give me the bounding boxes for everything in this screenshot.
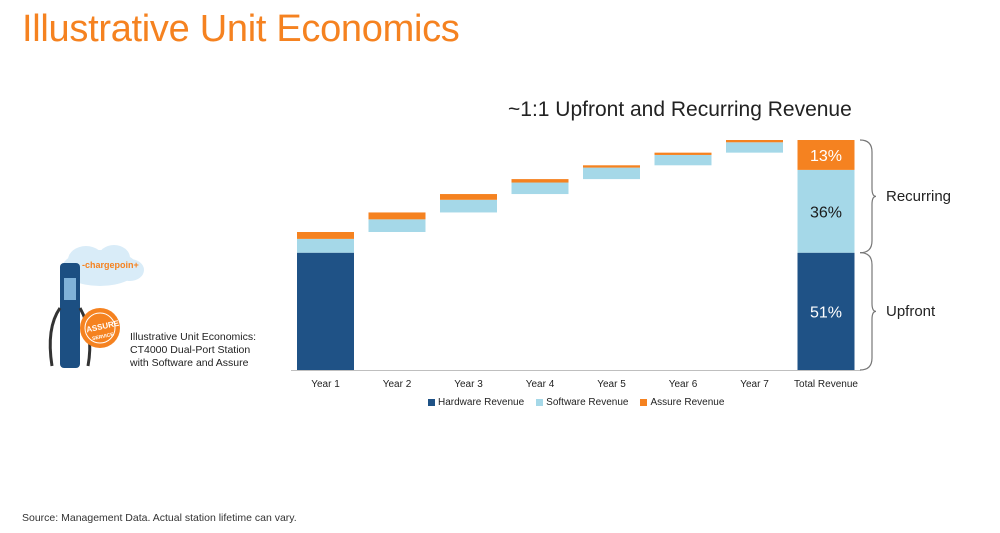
caption-line-3: with Software and Assure [130, 357, 249, 369]
bar-year-2-software [368, 219, 426, 232]
x-tick-label: Year 1 [311, 379, 340, 390]
x-tick-label: Year 6 [669, 379, 698, 390]
bar-year-6-software [654, 154, 712, 166]
bar-year-1-assure [297, 232, 354, 239]
legend-item-software: Software Revenue [536, 397, 628, 408]
page-title: Illustrative Unit Economics [22, 8, 460, 50]
legend-swatch-assure [640, 399, 648, 406]
station-caption: Illustrative Unit Economics: CT4000 Dual… [130, 331, 280, 370]
legend-label-software: Software Revenue [546, 397, 629, 408]
data-label-total-software: 36% [810, 204, 842, 221]
legend-label-hardware: Hardware Revenue [438, 397, 525, 408]
bar-year-4-assure [511, 179, 569, 183]
legend-label-assure: Assure Revenue [650, 397, 725, 408]
bar-year-1-software [297, 238, 354, 253]
upfront-label: Upfront [886, 303, 936, 320]
legend-swatch-hardware [428, 399, 435, 406]
x-tick-label: Year 3 [454, 379, 483, 390]
legend-item-assure: Assure Revenue [640, 397, 724, 408]
recurring-brace [859, 139, 877, 254]
bar-year-5-software [583, 167, 640, 180]
assure-badge-icon [80, 308, 120, 348]
bar-year-2-assure [368, 212, 426, 220]
bar-total-revenue-software [797, 169, 855, 253]
upfront-brace [859, 252, 877, 371]
brand-logo: -chargepoin+ [82, 260, 139, 270]
x-tick-label: Total Revenue [794, 379, 858, 390]
caption-line-2: CT4000 Dual-Port Station [130, 344, 251, 356]
x-tick-label: Year 2 [383, 379, 412, 390]
x-tick-label: Year 7 [740, 379, 769, 390]
bar-year-4-software [511, 182, 569, 195]
legend-swatch-software [536, 399, 544, 406]
source-note: Source: Management Data. Actual station … [22, 512, 297, 524]
bar-year-3-software [440, 199, 497, 213]
recurring-label: Recurring [886, 188, 952, 205]
bar-total-revenue-assure [797, 140, 855, 170]
legend-item-hardware: Hardware Revenue [428, 397, 524, 408]
bar-year-1-hardware [297, 252, 354, 370]
bar-year-6-assure [654, 152, 712, 155]
bar-year-7-software [726, 142, 783, 153]
chart-title: ~1:1 Upfront and Recurring Revenue [508, 98, 852, 121]
bar-year-7-assure [726, 140, 783, 143]
cloud-icon [62, 245, 144, 286]
bar-total-revenue-hardware [797, 252, 855, 370]
data-label-total-assure: 13% [810, 148, 842, 165]
charging-station-illustration: -chargepoin+ ASSURE SERVICE [38, 238, 153, 378]
station-body-icon [48, 263, 92, 368]
data-label-total-hardware: 51% [810, 304, 842, 321]
x-tick-label: Year 5 [597, 379, 626, 390]
caption-line-1: Illustrative Unit Economics: [130, 331, 257, 343]
chart-legend: Hardware Revenue Software Revenue Assure… [428, 397, 724, 408]
bar-year-3-assure [440, 194, 497, 200]
x-tick-label: Year 4 [526, 379, 555, 390]
bar-year-5-assure [583, 165, 640, 168]
